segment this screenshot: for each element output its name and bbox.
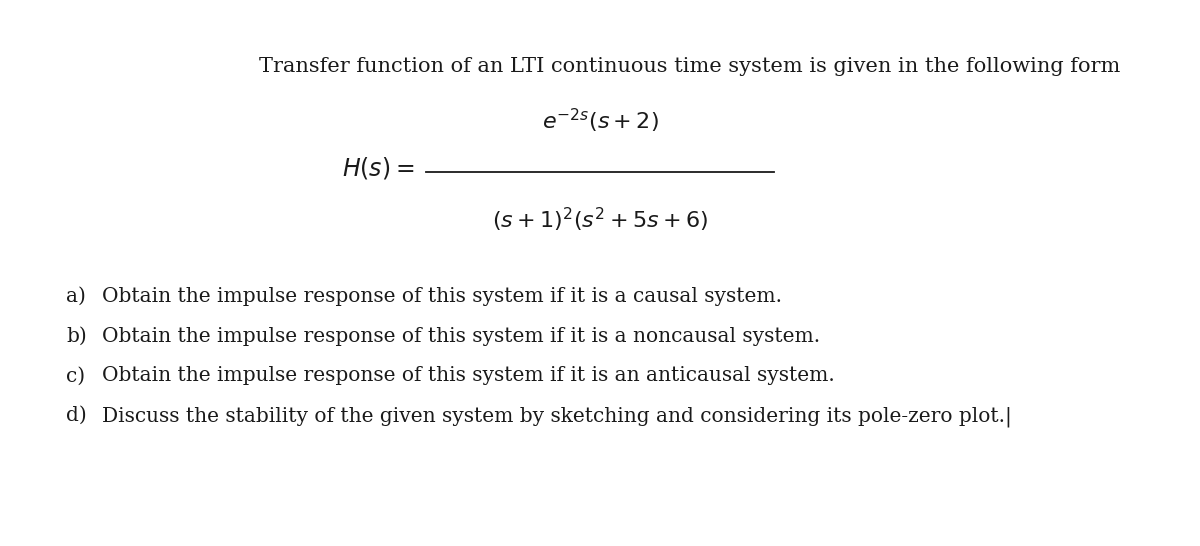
Text: $H(s) =$: $H(s) =$	[342, 155, 414, 181]
Text: Obtain the impulse response of this system if it is a causal system.: Obtain the impulse response of this syst…	[102, 287, 782, 306]
Text: Obtain the impulse response of this system if it is an anticausal system.: Obtain the impulse response of this syst…	[102, 366, 835, 385]
Text: Discuss the stability of the given system by sketching and considering its pole-: Discuss the stability of the given syste…	[102, 406, 1012, 427]
Text: a): a)	[66, 287, 86, 306]
Text: $e^{-2s}(s + 2)$: $e^{-2s}(s + 2)$	[541, 106, 659, 135]
Text: c): c)	[66, 366, 85, 385]
Text: b): b)	[66, 327, 86, 346]
Text: Obtain the impulse response of this system if it is a noncausal system.: Obtain the impulse response of this syst…	[102, 327, 820, 346]
Text: d): d)	[66, 406, 86, 425]
Text: $(s + 1)^2(s^2 + 5s + 6)$: $(s + 1)^2(s^2 + 5s + 6)$	[492, 206, 708, 234]
Text: Transfer function of an LTI continuous time system is given in the following for: Transfer function of an LTI continuous t…	[259, 57, 1121, 76]
